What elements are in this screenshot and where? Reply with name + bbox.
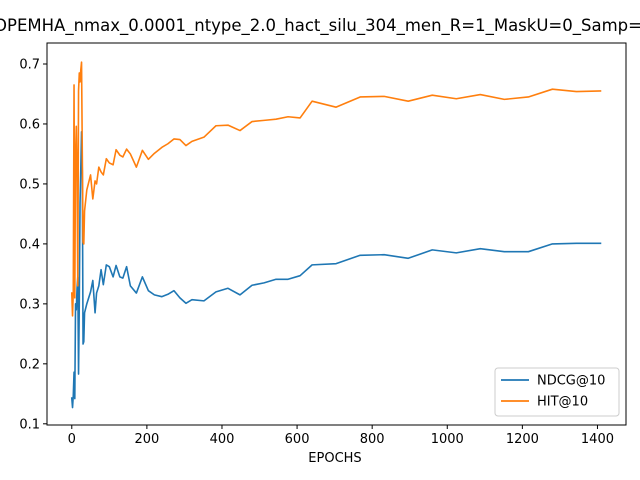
y-tick-label: 0.4 (19, 237, 40, 252)
x-tick-label: 0 (68, 432, 76, 447)
axes: 0 200 400 600 800 1000 1200 1400 0.1 0.2 0.3 0.4 0.5… (19, 42, 627, 447)
x-tick-label: 600 (285, 432, 310, 447)
x-tick-label: 800 (360, 432, 385, 447)
y-tick-label: 0.2 (19, 357, 40, 372)
x-tick-label: 1400 (581, 432, 614, 447)
x-tick-label: 200 (134, 432, 159, 447)
plot-area (70, 61, 602, 409)
legend-label-0: NDCG@10 (537, 374, 605, 389)
series-line-0 (70, 130, 602, 409)
legend: NDCG@10 HIT@10 (494, 367, 620, 417)
y-tick-label: 0.1 (19, 417, 40, 432)
plot-frame (46, 42, 627, 426)
y-tick-label: 0.3 (19, 297, 40, 312)
x-axis-title: EPOCHS (308, 451, 361, 466)
y-tick-label: 0.7 (19, 57, 40, 72)
y-tick-label: 0.5 (19, 177, 40, 192)
series-line-1 (70, 61, 602, 317)
x-tick-label: 400 (210, 432, 235, 447)
y-tick-label: 0.6 (19, 117, 40, 132)
x-tick-label: 1000 (431, 432, 464, 447)
legend-label-1: HIT@10 (537, 395, 588, 410)
x-tick-label: 1200 (506, 432, 539, 447)
chart-title: OPEMHA_nmax_0.0001_ntype_2.0_hact_silu_3… (0, 16, 640, 36)
